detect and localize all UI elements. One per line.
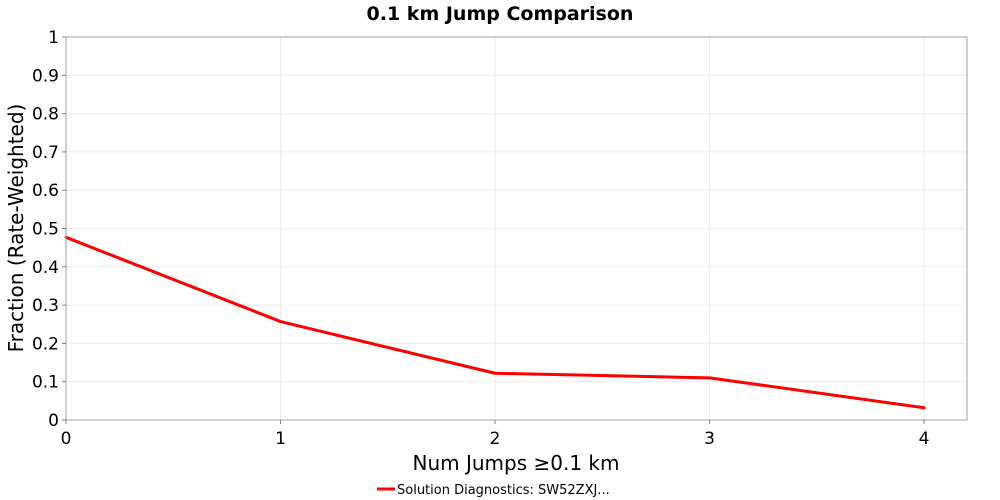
y-tick-label: 0.9 [32, 66, 59, 86]
legend: Solution Diagnostics: SW52ZXJ... [377, 483, 610, 498]
y-tick-label: 0.2 [32, 334, 59, 354]
data-point [922, 406, 926, 410]
data-point [493, 371, 497, 375]
x-axis-label: Num Jumps ≥0.1 km [413, 451, 620, 475]
x-axis-tick-labels: 0 1 2 3 4 [61, 429, 930, 449]
y-tick-label: 0.1 [32, 373, 59, 393]
chart-title: 0.1 km Jump Comparison [367, 3, 634, 25]
data-point [279, 320, 283, 324]
axis-ticks [62, 36, 925, 424]
legend-label: Solution Diagnostics: SW52ZXJ... [397, 483, 610, 498]
y-axis-tick-labels: 0 0.1 0.2 0.3 0.4 0.5 0.6 0.7 0.8 0.9 1 [32, 28, 59, 431]
grid [65, 36, 967, 421]
y-tick-label: 1 [48, 28, 59, 48]
y-tick-label: 0 [48, 411, 59, 431]
y-tick-label: 0.4 [32, 258, 59, 278]
x-tick-label: 0 [61, 429, 72, 449]
series-layer [64, 235, 926, 410]
x-tick-label: 4 [919, 429, 930, 449]
y-tick-label: 0.6 [32, 181, 59, 201]
y-tick-label: 0.7 [32, 143, 59, 163]
x-tick-label: 2 [490, 429, 501, 449]
x-tick-label: 1 [275, 429, 286, 449]
data-point [708, 376, 712, 380]
y-tick-label: 0.8 [32, 105, 59, 125]
x-tick-label: 3 [704, 429, 715, 449]
y-axis-label: Fraction (Rate-Weighted) [4, 104, 28, 353]
y-tick-label: 0.3 [32, 296, 59, 316]
y-tick-label: 0.5 [32, 220, 59, 240]
